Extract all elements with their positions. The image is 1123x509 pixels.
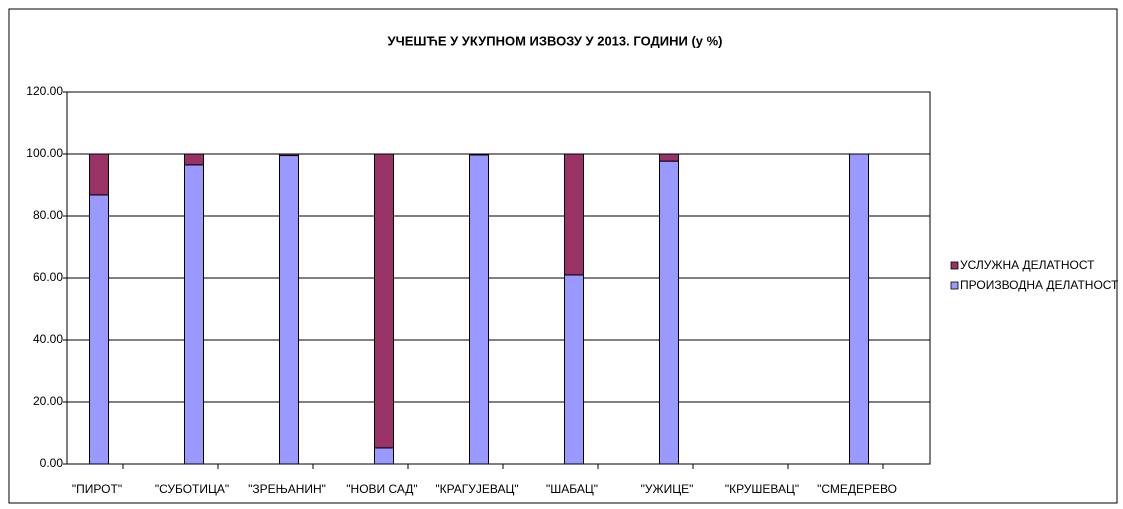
y-tick-label: 0.00 (40, 456, 64, 470)
bar-segment (184, 164, 204, 465)
y-tick-label: 120.00 (26, 84, 63, 98)
bar-segment (469, 153, 489, 156)
bar-segment (564, 153, 584, 276)
y-tick-label: 60.00 (33, 270, 63, 284)
bar-segment (849, 153, 869, 465)
bar-segment (184, 153, 204, 166)
x-tick-label: "ШАБАЦ" (546, 482, 598, 496)
x-tick-label: "ЗРЕЊАНИН" (248, 482, 326, 496)
bar-segment (279, 155, 299, 465)
bar-segment (374, 153, 394, 449)
bar-segment (374, 447, 394, 465)
bar-segment (469, 154, 489, 465)
y-tick-label: 40.00 (33, 332, 63, 346)
x-tick-label: "КРУШЕВАЦ" (725, 482, 799, 496)
y-tick-label: 80.00 (33, 208, 63, 222)
legend-label: УСЛУЖНА ДЕЛАТНОСТ (960, 258, 1095, 272)
bar-segment (564, 274, 584, 465)
x-tick-label: "НОВИ САД" (346, 482, 417, 496)
y-tick-label: 20.00 (33, 394, 63, 408)
chart-border (8, 8, 1118, 504)
bar-segment (89, 194, 109, 465)
x-tick-label: "УЖИЦЕ" (641, 482, 694, 496)
y-tick-label: 100.00 (26, 146, 63, 160)
x-tick-label: "СМЕДЕРЕВО (817, 482, 897, 496)
chart-title: УЧЕШЋЕ У УКУПНОМ ИЗВОЗУ У 2013. ГОДИНИ (… (387, 33, 722, 48)
bar-segment (89, 153, 109, 196)
x-tick-label: "КРАГУЈЕВАЦ" (435, 482, 518, 496)
bar-segment (659, 160, 679, 465)
x-tick-label: "ПИРОТ" (72, 482, 122, 496)
bar-segment (659, 153, 679, 162)
legend-swatch (950, 281, 959, 290)
legend-label: ПРОИЗВОДНА ДЕЛАТНОСТ (960, 278, 1119, 292)
bar-segment (279, 153, 299, 157)
legend-swatch (950, 261, 959, 270)
x-tick-label: "СУБОТИЦА" (155, 482, 229, 496)
